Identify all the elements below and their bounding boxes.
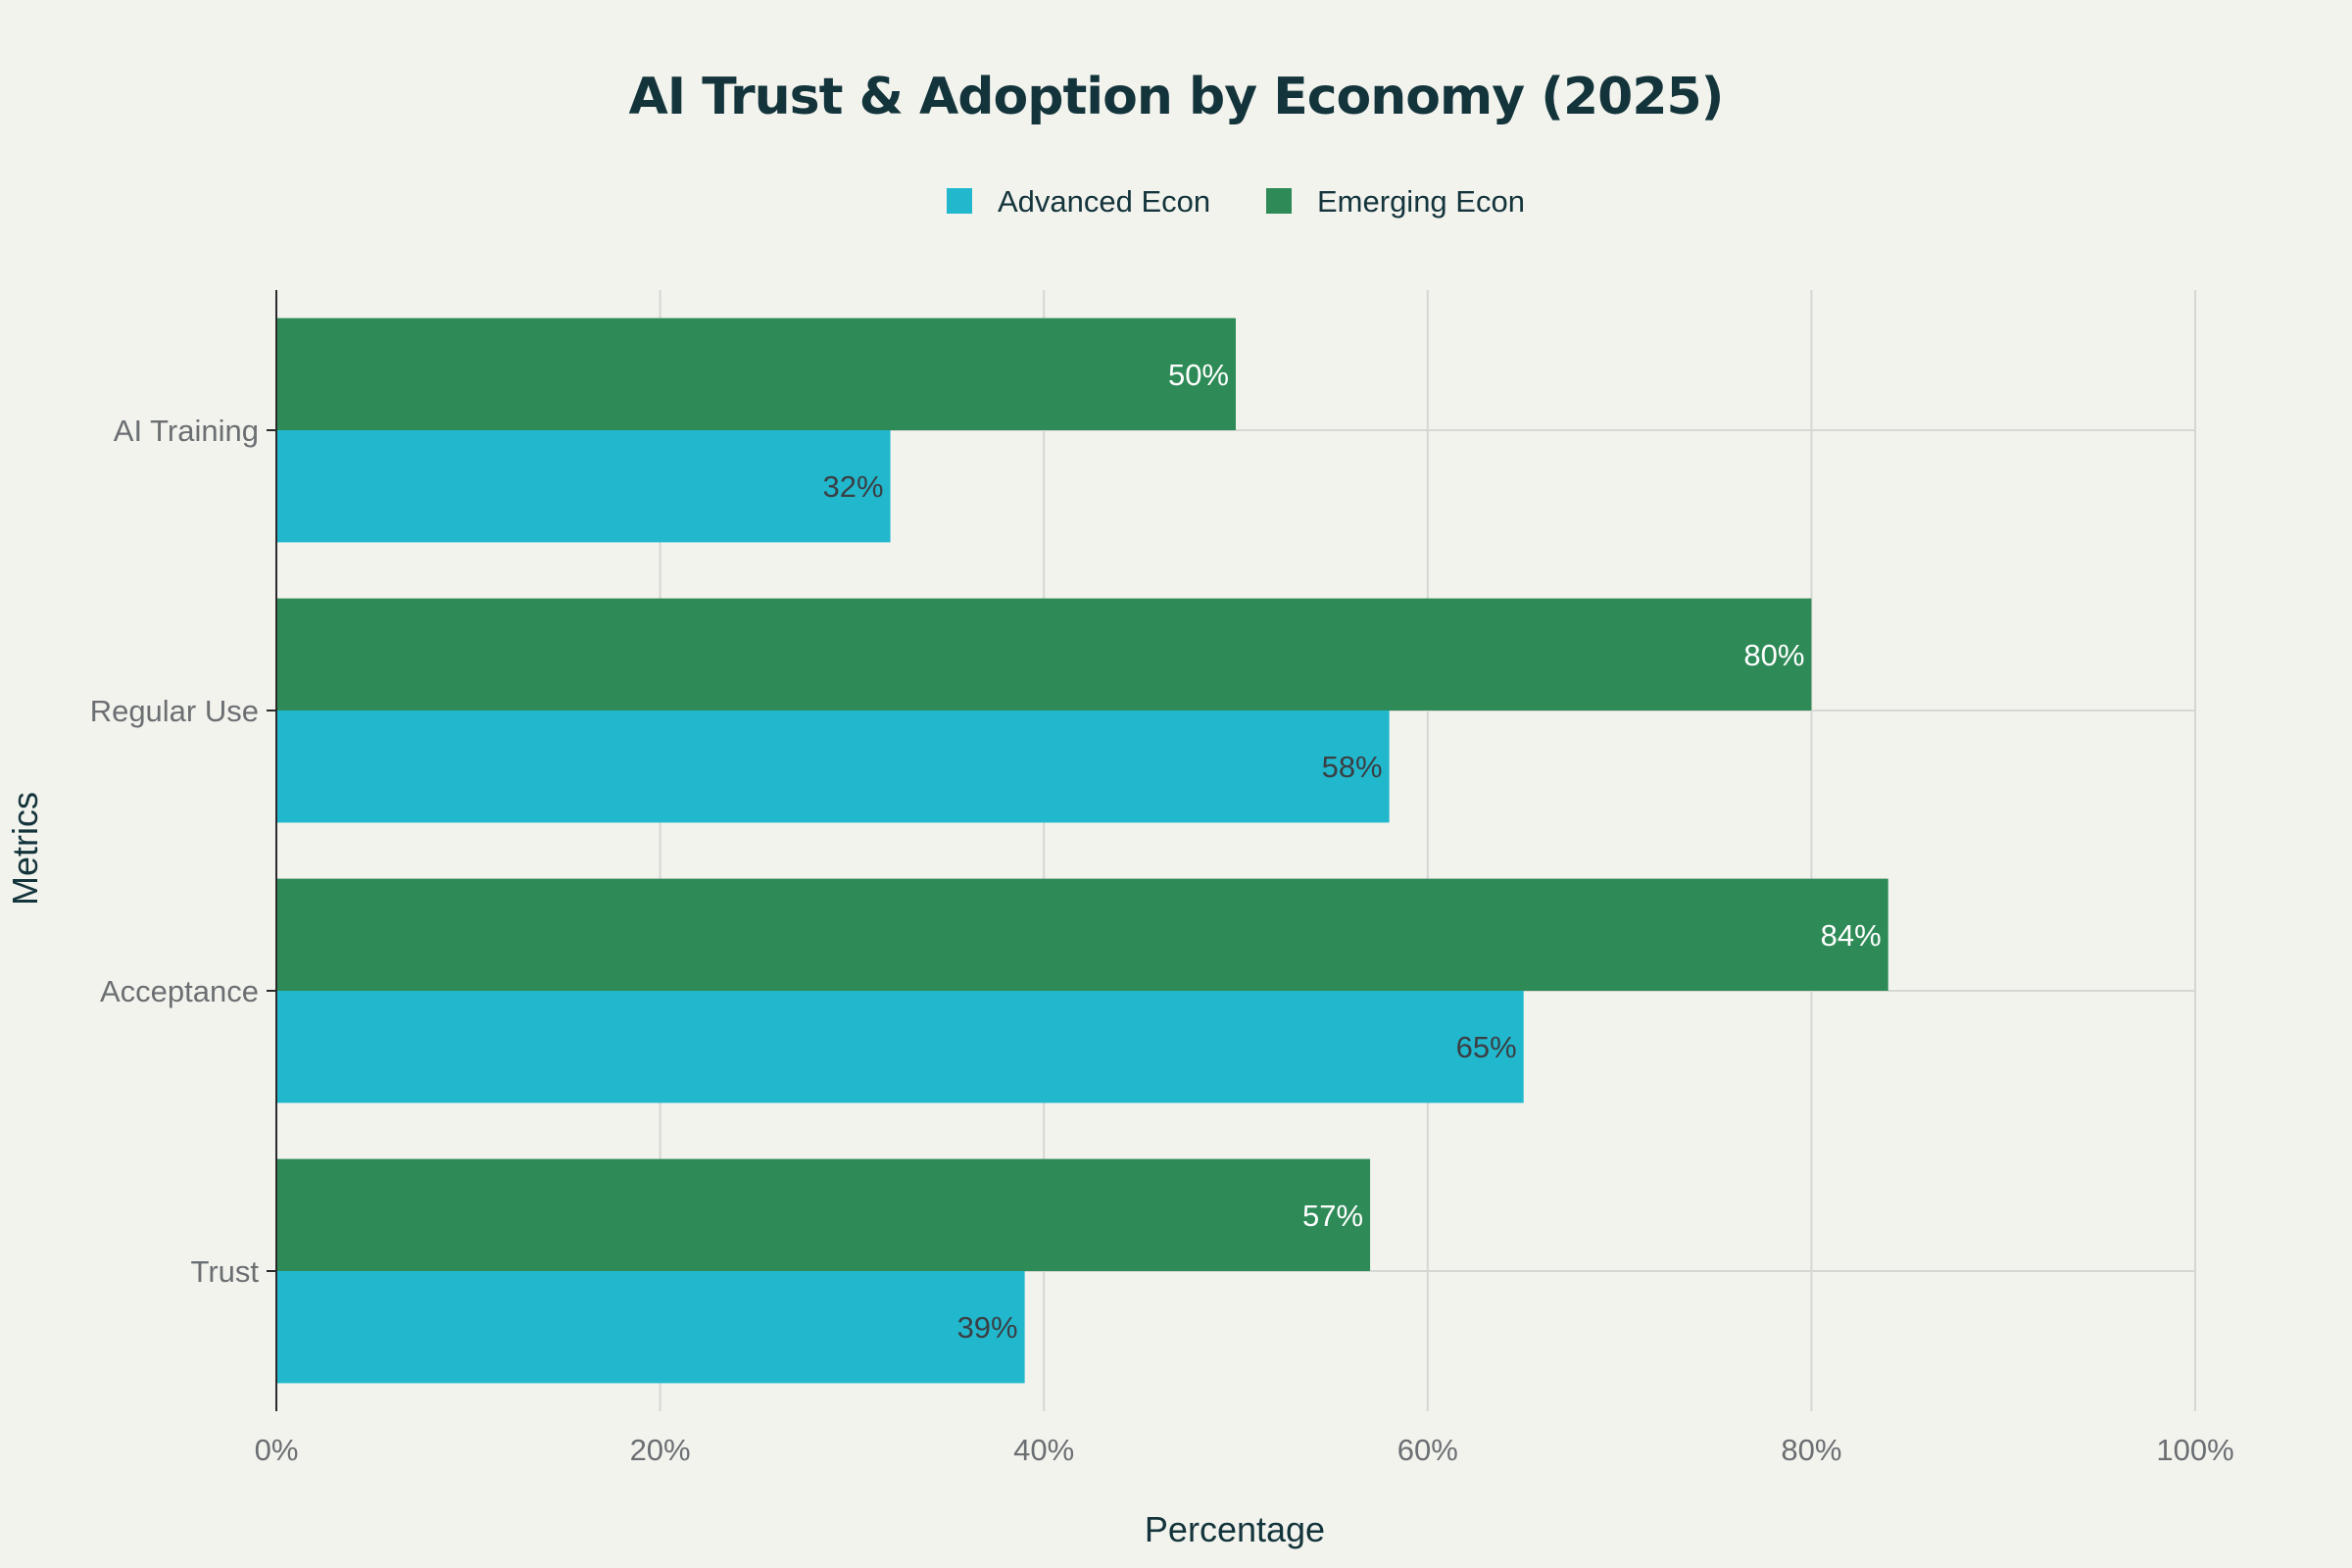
y-axis-title: Metrics (5, 792, 45, 906)
legend-label-advanced: Advanced Econ (998, 184, 1210, 219)
data-label-emerging: 57% (1302, 1199, 1363, 1233)
data-label-advanced: 65% (1456, 1030, 1517, 1064)
x-tick-label: 60% (1397, 1433, 1458, 1467)
bar-advanced (276, 991, 1524, 1103)
legend-label-emerging: Emerging Econ (1317, 184, 1525, 219)
x-tick-label: 20% (630, 1433, 691, 1467)
bar-advanced (276, 710, 1390, 823)
x-axis-title: Percentage (1145, 1509, 1325, 1549)
bar-emerging (276, 598, 1812, 710)
axes: 0% 20% 40% 60% 80% 100% AI Training Regular Use… (90, 290, 2234, 1467)
y-tick-label: Trust (191, 1254, 260, 1289)
data-label-emerging: 80% (1743, 638, 1804, 672)
data-labels: 32% 50% 58% 80% 65% 84% 39% 57% (823, 358, 1882, 1345)
bar-emerging (276, 1158, 1371, 1271)
y-tick-label: AI Training (114, 414, 259, 448)
bars (276, 318, 1888, 1384)
x-tick-label: 40% (1013, 1433, 1074, 1467)
bar-advanced (276, 1271, 1025, 1384)
data-label-emerging: 50% (1168, 358, 1229, 392)
data-label-advanced: 58% (1322, 750, 1383, 784)
bar-emerging (276, 878, 1888, 991)
legend-swatch-emerging (1266, 188, 1292, 214)
legend: Advanced Econ Emerging Econ (947, 184, 1525, 219)
data-label-advanced: 32% (823, 469, 884, 504)
y-tick-label: Regular Use (90, 694, 259, 728)
bar-advanced (276, 430, 891, 543)
data-label-emerging: 84% (1821, 918, 1882, 953)
data-label-advanced: 39% (957, 1310, 1018, 1345)
y-tick-label: Acceptance (100, 974, 259, 1008)
x-tick-label: 0% (255, 1433, 299, 1467)
chart-title: AI Trust & Adoption by Economy (2025) (629, 68, 1724, 126)
bar-emerging (276, 318, 1236, 430)
legend-swatch-advanced (947, 188, 972, 214)
x-tick-label: 80% (1781, 1433, 1841, 1467)
x-tick-label: 100% (2156, 1433, 2233, 1467)
